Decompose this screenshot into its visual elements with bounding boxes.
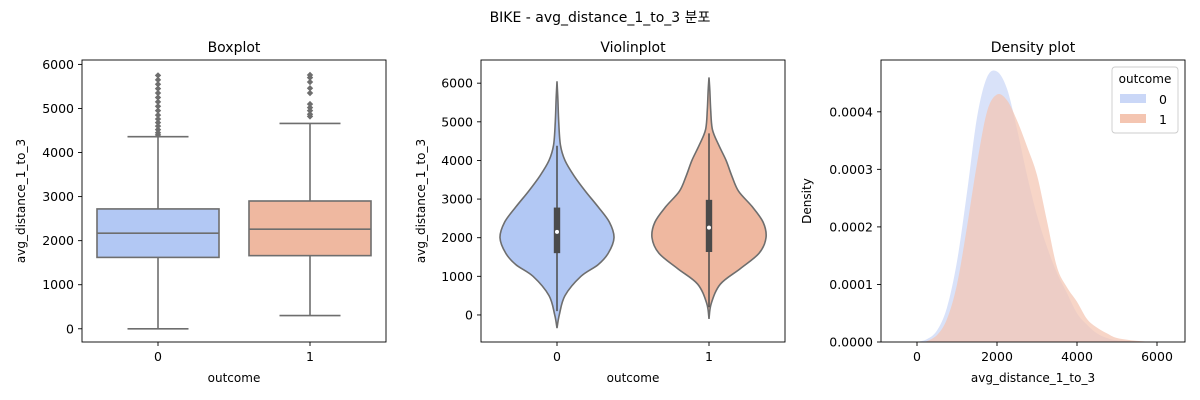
legend-label-1: 1 — [1159, 112, 1167, 127]
density-x-tick-label: 0 — [913, 349, 921, 364]
violinplot-plot-area — [499, 77, 767, 329]
violinplot-x-tick-label: 0 — [553, 349, 561, 364]
density-y-tick-label: 0.0000 — [829, 335, 873, 350]
density-y-tick-label: 0.0001 — [829, 277, 873, 292]
box-outlier-0 — [154, 98, 162, 106]
density-panel: Density plot 0.00000.00010.00020.00030.0… — [800, 40, 1186, 385]
boxplot-y-tick-label: 6000 — [42, 57, 74, 72]
boxplot-x-label: outcome — [208, 371, 261, 385]
boxplot-y-tick-label: 4000 — [42, 145, 74, 160]
box-outlier-0 — [154, 94, 162, 101]
box-body-1 — [248, 200, 372, 257]
box-outlier-1 — [306, 104, 314, 111]
box-outlier-0 — [154, 122, 162, 130]
violinplot-y-label: avg_distance_1_to_3 — [414, 139, 428, 263]
box-outlier-1 — [306, 78, 314, 86]
violin-median-0 — [555, 229, 559, 234]
density-title: Density plot — [991, 40, 1076, 56]
density-frame — [880, 59, 1186, 343]
density-area-1 — [925, 93, 1157, 342]
legend-label-0: 0 — [1159, 92, 1167, 107]
box-group-0 — [96, 72, 220, 330]
box-outlier-0 — [154, 76, 162, 84]
density-y-axis: 0.0000 0.0001 0.0002 0.0003 0.0004 — [829, 104, 881, 350]
density-x-tick-label: 4000 — [1061, 349, 1093, 364]
boxplot-x-tick-label: 0 — [154, 349, 162, 364]
box-outlier-0 — [154, 111, 162, 119]
violinplot-frame — [480, 59, 786, 343]
box-group-1 — [248, 71, 372, 317]
density-x-tick-label: 6000 — [1141, 349, 1173, 364]
density-x-tick-label: 2000 — [981, 349, 1013, 364]
violin-median-1 — [707, 225, 711, 230]
density-legend: outcome 0 1 — [1111, 66, 1179, 134]
box-outlier-1 — [306, 71, 314, 79]
box-outlier-1 — [306, 100, 314, 108]
density-x-axis: 0 2000 4000 6000 — [913, 342, 1173, 364]
figure-suptitle: BIKE - avg_distance_1_to_3 분포 — [490, 10, 711, 26]
violinplot-y-tick-label: 1000 — [441, 269, 473, 284]
box-outlier-0 — [154, 85, 162, 92]
box-outlier-0 — [154, 119, 162, 126]
box-outlier-0 — [154, 89, 162, 97]
box-outlier-1 — [306, 89, 314, 97]
box-outlier-0 — [154, 103, 162, 110]
violinplot-y-tick-label: 4000 — [441, 153, 473, 168]
box-outlier-0 — [154, 115, 162, 123]
density-y-tick-label: 0.0003 — [829, 162, 873, 177]
density-y-tick-label: 0.0004 — [829, 104, 873, 119]
boxplot-y-axis: 0 1000 2000 3000 4000 5000 6000 — [42, 57, 82, 336]
violinplot-x-tick-label: 1 — [705, 349, 713, 364]
box-outlier-0 — [154, 72, 162, 79]
violinplot-x-label: outcome — [607, 371, 660, 385]
boxplot-y-tick-label: 1000 — [42, 277, 74, 292]
boxplot-y-tick-label: 3000 — [42, 189, 74, 204]
density-y-tick-label: 0.0002 — [829, 219, 873, 234]
boxplot-plot-area — [96, 71, 372, 330]
boxplot-y-tick-label: 0 — [66, 321, 74, 336]
box-outlier-0 — [154, 126, 162, 133]
boxplot-x-tick-label: 1 — [306, 349, 314, 364]
violin-group-0 — [499, 81, 615, 329]
violinplot-y-tick-label: 2000 — [441, 230, 473, 245]
violinplot-y-axis: 0 1000 2000 3000 4000 5000 6000 — [441, 76, 481, 322]
boxplot-title: Boxplot — [208, 40, 261, 56]
boxplot-frame — [81, 59, 387, 343]
box-outlier-1 — [306, 110, 314, 118]
violinplot-y-tick-label: 5000 — [441, 114, 473, 129]
violinplot-y-tick-label: 6000 — [441, 76, 473, 91]
legend-title: outcome — [1119, 72, 1172, 86]
boxplot-y-label: avg_distance_1_to_3 — [14, 139, 28, 263]
box-outlier-1 — [306, 85, 314, 92]
box-outlier-0 — [154, 107, 162, 114]
density-y-label: Density — [800, 178, 814, 224]
density-plot-area — [917, 70, 1157, 342]
violinplot-title: Violinplot — [600, 40, 666, 56]
violin-group-1 — [651, 77, 767, 319]
violinplot-y-tick-label: 3000 — [441, 192, 473, 207]
boxplot-y-tick-label: 5000 — [42, 101, 74, 116]
legend-swatch-0 — [1120, 94, 1146, 103]
legend-swatch-1 — [1120, 114, 1146, 123]
boxplot-y-tick-label: 2000 — [42, 233, 74, 248]
box-outlier-0 — [154, 81, 162, 88]
density-x-label: avg_distance_1_to_3 — [971, 371, 1095, 385]
violinplot-y-tick-label: 0 — [465, 307, 473, 322]
